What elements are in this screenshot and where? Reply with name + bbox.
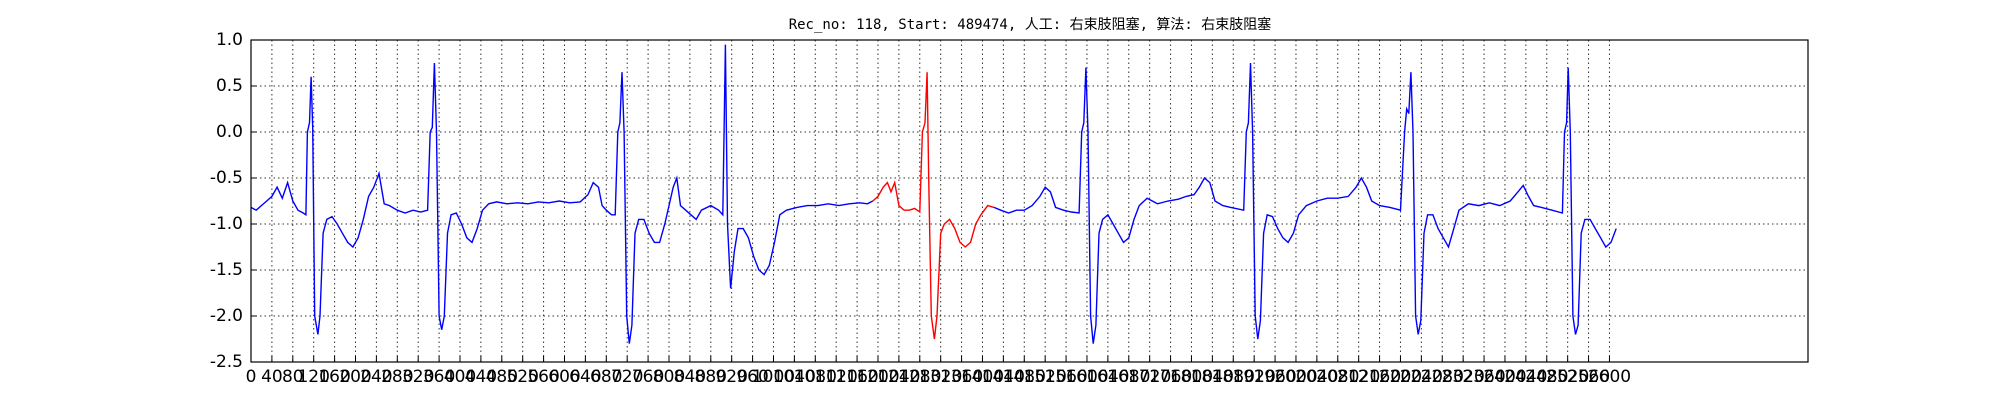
x-tick-label: 2240 xyxy=(1400,367,1443,387)
x-tick-label: 2560 xyxy=(1567,367,1610,387)
x-tick-label: 1120 xyxy=(815,367,858,387)
x-tick-label: 1360 xyxy=(940,367,983,387)
x-tick-label: 1440 xyxy=(982,367,1025,387)
x-tick-label: 2000 xyxy=(1274,367,1317,387)
x-tick-label: 320 xyxy=(402,367,434,387)
x-tick-label: 1680 xyxy=(1107,367,1150,387)
x-tick-label: 1520 xyxy=(1024,367,1067,387)
x-tick-label: 280 xyxy=(381,367,413,387)
x-tick-label: 1640 xyxy=(1086,367,1129,387)
x-tick-label: 1960 xyxy=(1253,367,1296,387)
y-tick-label: 0.0 xyxy=(216,122,243,142)
x-tick-label: 2400 xyxy=(1483,367,1526,387)
x-tick-label: 560 xyxy=(527,367,559,387)
x-tick-label: 1160 xyxy=(835,367,878,387)
x-tick-label: 200 xyxy=(339,367,371,387)
x-tick-label: 880 xyxy=(695,367,727,387)
y-tick-label: -2.5 xyxy=(210,352,243,372)
x-tick-label: 1720 xyxy=(1128,367,1171,387)
y-tick-label: -1.5 xyxy=(210,260,243,280)
x-tick-label: 720 xyxy=(611,367,643,387)
x-tick-label: 520 xyxy=(506,367,538,387)
x-tick-label: 480 xyxy=(486,367,518,387)
x-tick-label: 2160 xyxy=(1358,367,1401,387)
x-tick-label: 160 xyxy=(318,367,350,387)
x-tick-label: 1240 xyxy=(877,367,920,387)
chart-title: Rec_no: 118, Start: 489474, 人工: 右束肢阻塞, 算… xyxy=(789,16,1272,33)
x-tick-label: 760 xyxy=(632,367,664,387)
x-tick-label: 120 xyxy=(297,367,329,387)
x-tick-label: 240 xyxy=(360,367,392,387)
x-tick-label: 1280 xyxy=(898,367,941,387)
x-tick-label: 360 xyxy=(423,367,455,387)
x-tick-label: 1320 xyxy=(919,367,962,387)
y-tick-label: 0.5 xyxy=(216,76,243,96)
y-tick-label: 1.0 xyxy=(216,30,243,50)
x-tick-label: 1760 xyxy=(1149,367,1192,387)
y-tick-label: -0.5 xyxy=(210,168,243,188)
x-tick-label: 2120 xyxy=(1337,367,1380,387)
x-tick-label: 400 xyxy=(444,367,476,387)
x-tick-label: 2600 xyxy=(1588,367,1631,387)
x-tick-label: 1840 xyxy=(1191,367,1234,387)
x-tick-label: 1040 xyxy=(773,367,816,387)
x-tick-label: 2280 xyxy=(1421,367,1464,387)
x-tick-label: 2440 xyxy=(1504,367,1547,387)
x-tick-label: 2200 xyxy=(1379,367,1422,387)
x-tick-label: 1560 xyxy=(1044,367,1087,387)
x-tick-label: 680 xyxy=(590,367,622,387)
x-tick-label: 2520 xyxy=(1546,367,1589,387)
x-tick-label: 2040 xyxy=(1295,367,1338,387)
x-tick-label: 800 xyxy=(653,367,685,387)
y-tick-label: -2.0 xyxy=(210,306,243,326)
x-tick-label: 2080 xyxy=(1316,367,1359,387)
x-tick-label: 1200 xyxy=(856,367,899,387)
x-tick-label: 640 xyxy=(569,367,601,387)
x-tick-label: 920 xyxy=(715,367,747,387)
x-tick-label: 2320 xyxy=(1442,367,1485,387)
x-tick-label: 1480 xyxy=(1003,367,1046,387)
x-tick-label: 1800 xyxy=(1170,367,1213,387)
x-tick-label: 600 xyxy=(548,367,580,387)
x-tick-label: 440 xyxy=(465,367,497,387)
x-tick-label: 1000 xyxy=(752,367,795,387)
ecg-line xyxy=(872,72,995,340)
x-tick-label: 1880 xyxy=(1212,367,1255,387)
x-tick-label: 960 xyxy=(736,367,768,387)
x-tick-label: 80 xyxy=(282,367,304,387)
x-tick-label: 1400 xyxy=(961,367,1004,387)
x-tick-label: 1080 xyxy=(794,367,837,387)
x-tick-label: 2480 xyxy=(1525,367,1568,387)
ecg-line xyxy=(250,44,1617,344)
x-tick-label: 40 xyxy=(261,367,283,387)
x-tick-label: 0 xyxy=(246,367,257,387)
x-tick-label: 1600 xyxy=(1065,367,1108,387)
x-tick-label: 1920 xyxy=(1233,367,1276,387)
x-tick-label: 2360 xyxy=(1462,367,1505,387)
plot-frame xyxy=(250,39,1809,363)
y-tick-label: -1.0 xyxy=(210,214,243,234)
x-tick-label: 840 xyxy=(674,367,706,387)
